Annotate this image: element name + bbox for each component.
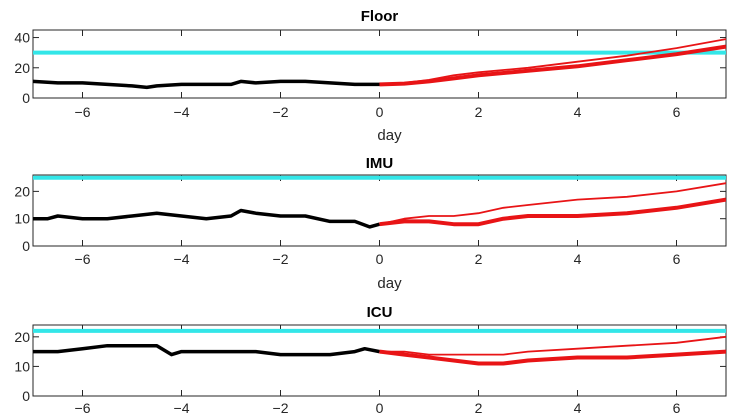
y-tick-label: 10 [14,358,30,374]
forecast-upper-line [379,182,726,226]
x-tick-label: 2 [475,400,483,416]
x-axis-label: day [377,127,402,144]
x-tick-label: −6 [75,251,91,267]
axes-box [32,324,727,397]
x-tick-label: −6 [75,400,91,416]
x-tick-label: −4 [174,251,190,267]
forecast-upper-line [379,38,726,86]
panel-floor: Floor −6 −4 −2 0 2 4 6 0 20 40 day [14,8,727,144]
historical-series-line [33,343,380,357]
y-tick-label: 10 [14,211,30,227]
x-tick-label: −4 [174,104,190,120]
x-tick-label: 0 [376,251,384,267]
x-tick-label: −4 [174,400,190,416]
panel-title: IMU [366,155,394,172]
plot-area [33,38,726,90]
y-tick-label: 20 [14,60,30,76]
x-tick-label: 0 [376,104,384,120]
y-tick-label: 0 [22,90,30,106]
y-tick-label: 0 [22,238,30,254]
x-tick-label: 6 [673,104,681,120]
x-tick-label: 4 [574,251,582,267]
x-tick-label: 6 [673,251,681,267]
y-tick-label: 40 [14,30,30,46]
x-axis-label: day [377,275,402,292]
x-tick-label: 4 [574,104,582,120]
y-tick-label: 20 [14,329,30,345]
x-tick-label: −2 [273,400,289,416]
panel-title: Floor [361,8,399,25]
y-tick-label: 0 [22,388,30,404]
x-tick-label: −6 [75,104,91,120]
panel-title: ICU [367,304,393,321]
historical-series-line [33,79,380,90]
plot-area [33,328,726,366]
x-tick-label: −2 [273,251,289,267]
x-tick-label: 0 [376,400,384,416]
historical-series-line [33,208,380,229]
y-tick-label: 20 [14,183,30,199]
x-tick-label: −2 [273,104,289,120]
x-tick-label: 2 [475,251,483,267]
x-tick-label: 4 [574,400,582,416]
panel-imu: IMU −6 −4 −2 0 2 4 6 0 10 20 day [14,155,727,292]
panel-icu: ICU −6 −4 −2 0 2 4 6 0 10 20 [14,304,727,416]
forecast-upper-line [379,335,726,356]
forecast-mean-line [379,44,726,87]
x-tick-label: 6 [673,400,681,416]
x-tick-label: 2 [475,104,483,120]
plot-area [33,175,726,229]
axes-box [32,174,727,247]
forecast-mean-line [379,197,726,227]
forecast-mean-line [379,349,726,366]
